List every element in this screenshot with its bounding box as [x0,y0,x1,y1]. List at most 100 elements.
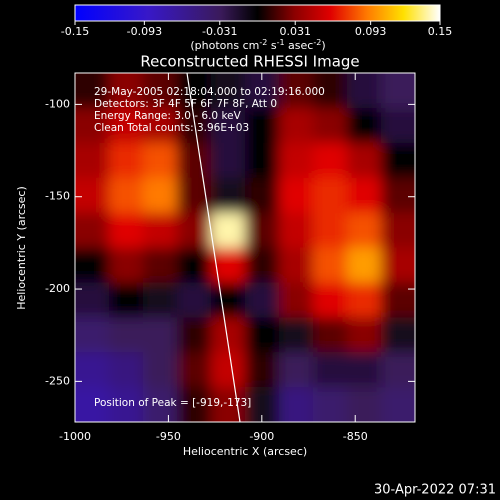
annotation: Clean Total counts: 3.96E+03 [94,122,249,134]
pixel [211,73,246,109]
pixel [143,142,178,179]
y-tick-label: -250 [45,374,70,387]
colorbar-tick-label: 0.093 [355,25,387,38]
pixel [313,282,348,318]
pixel [75,107,110,144]
colorbar-label-part: -2 [259,38,267,47]
x-tick-label: -950 [156,430,181,443]
pixel [245,177,280,214]
pixel [313,177,348,214]
y-axis-label: Heliocentric Y (arcsec) [15,186,28,310]
pixel [75,142,110,179]
pixel [347,107,382,144]
pixel [313,387,348,422]
pixel [211,177,246,214]
pixel [177,177,212,214]
pixel [313,107,348,144]
pixel [211,212,246,248]
pixel [347,352,382,388]
pixel [279,142,314,179]
x-axis-label: Heliocentric X (arcsec) [183,445,307,458]
pixel [279,212,314,248]
y-tick-label: -200 [45,282,70,295]
pixel [279,352,314,388]
pixel [381,282,415,318]
pixel [211,387,246,422]
pixel [177,212,212,248]
pixel [347,177,382,214]
colorbar-label-part: s [267,39,276,52]
pixel [177,282,212,318]
colorbar-label-part: asec [285,39,314,52]
pixel [381,142,415,179]
pixel [109,387,144,422]
pixel [75,247,110,283]
pixel [75,387,110,422]
pixel [313,212,348,248]
solar-limb [186,73,241,422]
peak-label: Position of Peak = [-919,-173] [94,397,251,409]
image [75,73,415,422]
colorbar-label-part: -2 [313,38,321,47]
pixel [347,317,382,353]
pixel [347,73,382,109]
colorbar-label-part: ) [321,39,325,52]
pixel [211,107,246,144]
pixel [245,247,280,283]
pixel [279,247,314,283]
colorbar-tick-label: 0.031 [279,25,311,38]
pixel [177,387,212,422]
colorbar-tick-label: -0.15 [61,25,89,38]
annotation: Energy Range: 3.0 - 6.0 keV [94,110,242,122]
pixel [211,282,246,318]
colorbar-tick-label: -0.093 [127,25,162,38]
pixel [313,247,348,283]
pixel [381,387,415,422]
pixel [245,107,280,144]
chart-title: Reconstructed RHESSI Image [140,53,359,71]
pixel [109,73,144,109]
pixel [279,387,314,422]
pixel [109,107,144,144]
pixel [381,317,415,353]
pixel [177,142,212,179]
pixel [75,317,110,353]
y-tick-label: -100 [45,97,70,110]
colorbar-tick-label: -0.031 [202,25,237,38]
pixel [75,177,110,214]
pixel [381,247,415,283]
colorbar-label-part: (photons cm [190,39,259,52]
pixel [75,282,110,318]
pixel [143,107,178,144]
pixel [381,177,415,214]
pixel [313,352,348,388]
pixel [347,282,382,318]
pixel [109,177,144,214]
pixel [381,212,415,248]
pixel [381,73,415,109]
pixel [279,177,314,214]
pixel [109,282,144,318]
pixel [211,142,246,179]
pixel [109,352,144,388]
timestamp: 30-Apr-2022 07:31 [374,483,496,498]
y-tick-label: -150 [45,190,70,203]
pixel [143,282,178,318]
pixel [143,317,178,353]
pixel [109,142,144,179]
pixel [381,107,415,144]
pixel [143,212,178,248]
pixel [109,212,144,248]
plot-frame [74,72,416,423]
pixel [279,282,314,318]
pixel [313,317,348,353]
annotation: 29-May-2005 02:18:04.000 to 02:19:16.000 [94,86,325,98]
pixel [143,387,178,422]
pixel [177,247,212,283]
pixel [245,282,280,318]
pixel [143,352,178,388]
pixel [381,352,415,388]
pixel [313,73,348,109]
x-tick-label: -900 [249,430,274,443]
colorbar [74,4,441,22]
